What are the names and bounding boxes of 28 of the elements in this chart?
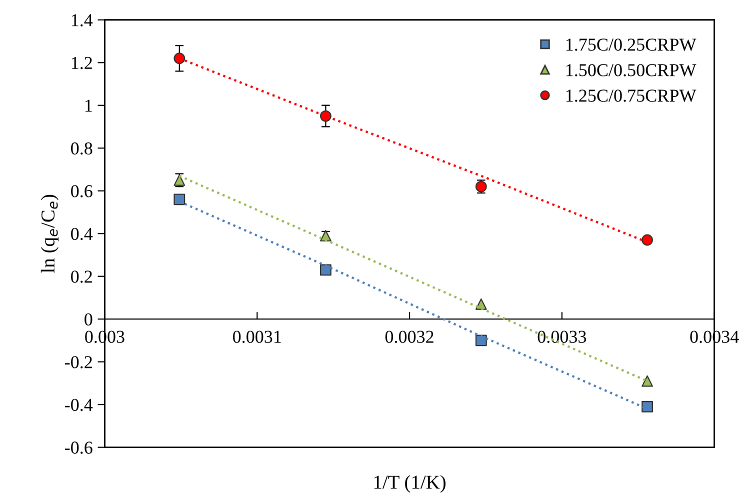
x-axis-title: 1/T (1/K) xyxy=(374,475,446,493)
y-tick-label: -0.2 xyxy=(65,356,92,368)
x-tick-label: 0.0031 xyxy=(232,330,281,343)
y-tick-label: -0.6 xyxy=(65,442,92,454)
point xyxy=(642,234,653,246)
y-tick-label: 0 xyxy=(84,313,92,326)
point xyxy=(174,194,186,206)
legend-label: 1.25C/0.75CRPW xyxy=(566,90,696,102)
point xyxy=(642,375,653,387)
y-axis-title: ln (q$_{e}$/C$_{e}$) xyxy=(40,194,59,273)
y-tick-label: 0.2 xyxy=(71,270,92,283)
legend-label: 1.50C/0.50CRPW xyxy=(566,64,696,76)
x-tick-label: 0.0032 xyxy=(385,330,434,343)
point xyxy=(475,334,487,346)
point xyxy=(320,110,332,122)
y-tick-label: 1.2 xyxy=(72,56,92,70)
point xyxy=(642,400,653,412)
y-tick-label: 0.6 xyxy=(71,185,92,198)
y-tick-label: 1.4 xyxy=(72,14,93,26)
y-tick-label: 0.4 xyxy=(71,228,93,240)
y-tick-label: 0.8 xyxy=(71,142,92,155)
point xyxy=(320,230,332,242)
point xyxy=(320,264,332,276)
point xyxy=(475,298,487,310)
point xyxy=(174,52,186,64)
legend-label: 1.75C/0.25CRPW xyxy=(566,38,696,51)
y-tick-label: 1 xyxy=(85,100,92,112)
y-tick-label: -0.4 xyxy=(65,398,93,412)
